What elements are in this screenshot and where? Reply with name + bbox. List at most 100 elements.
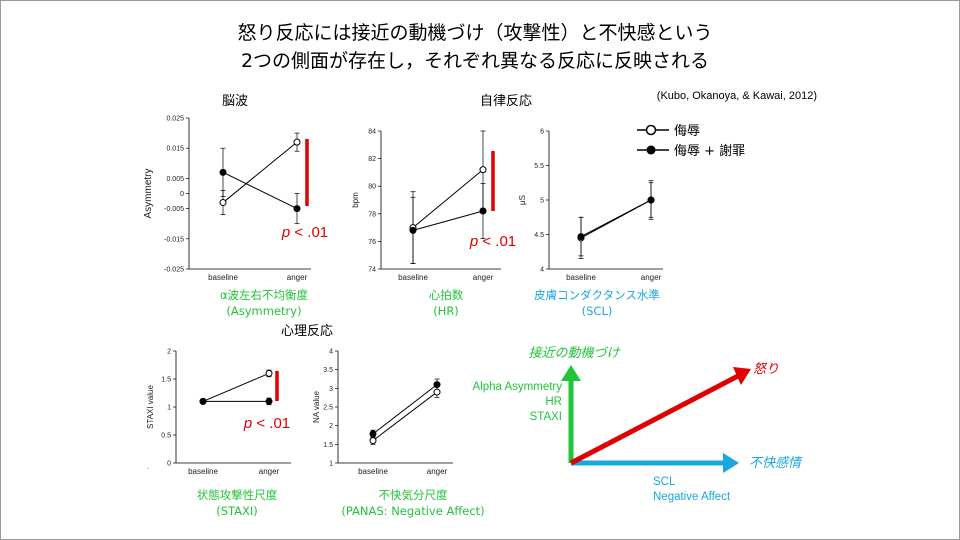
point-insult-apology <box>219 168 227 176</box>
title-line-1: 怒り反応には接近の動機づけ（攻撃性）と不快感という <box>237 22 712 44</box>
point-insult-apology <box>433 381 441 389</box>
legend-label-insult-apology: 侮辱 + 謝罪 <box>674 144 745 159</box>
y-tick-label: 74 <box>368 267 376 274</box>
section-psych: 心理反応 <box>281 324 333 339</box>
y-tick-label: 6 <box>540 129 544 136</box>
diagram-y-item-1: HR <box>545 396 562 408</box>
chart-caption: 心拍数 <box>429 288 464 302</box>
p-symbol: p <box>469 233 478 250</box>
x-tick-label: anger <box>287 273 308 282</box>
x-tick-label: baseline <box>566 273 596 282</box>
y-tick-label: 76 <box>368 239 376 246</box>
legend-marker-insult-apology <box>646 145 656 155</box>
section-brain: 脳波 <box>222 94 248 109</box>
diagram-y-label: 接近の動機づけ <box>528 346 620 361</box>
title-line-2: 2つの側面が存在し，それぞれ異なる反応に反映される <box>241 50 709 72</box>
y-tick-label: -0.005 <box>164 206 184 213</box>
chart-staxi: 2 1.5 1 0.5 0 baseline anger STAXI value p < .01… <box>146 349 291 518</box>
y-tick-label: 1 <box>329 461 333 468</box>
chart-caption: α波左右不均衡度 <box>220 288 309 302</box>
point-insult-apology <box>647 196 655 204</box>
stray-dot: . <box>147 464 149 471</box>
y-tick-label: 1.5 <box>323 442 333 449</box>
legend: 侮辱 侮辱 + 謝罪 <box>637 124 745 159</box>
chart-caption-sub: (SCL) <box>582 304 613 318</box>
y-tick-label: 0.005 <box>166 176 184 183</box>
y-tick-label: 0.5 <box>161 433 171 440</box>
y-axis-label: bpm <box>351 192 360 208</box>
point-insult-apology <box>265 397 273 405</box>
y-tick-label: 0 <box>180 191 184 198</box>
y-tick-label: 84 <box>368 129 376 136</box>
chart-caption-sub: (PANAS: Negative Affect) <box>341 504 484 518</box>
series-line <box>372 384 438 435</box>
p-value: p < .01 <box>469 233 516 250</box>
x-tick-label: anger <box>473 273 494 282</box>
y-tick-label: 2 <box>167 349 171 356</box>
diagram-x-label: 不快感情 <box>749 456 803 471</box>
diagram-diag-label: 怒り <box>753 362 779 377</box>
diagram-x-arrowhead <box>723 453 739 473</box>
y-tick-label: 4 <box>540 267 544 274</box>
diagram-diag-arrowhead <box>733 367 751 385</box>
legend-marker-insult <box>645 124 657 136</box>
y-tick-label: 4.5 <box>534 232 544 239</box>
y-tick-label: 0.025 <box>166 116 184 123</box>
y-tick-label: 78 <box>368 211 376 218</box>
series-line <box>202 372 270 402</box>
y-tick-label: 1.5 <box>161 377 171 384</box>
point-insult-apology <box>293 205 301 213</box>
point-insult <box>433 388 441 396</box>
diagram-y-arrowhead <box>561 365 581 381</box>
citation: (Kubo, Okanoya, & Kawai, 2012) <box>657 90 817 102</box>
chart-caption: 不快気分尺度 <box>379 488 448 502</box>
point-insult-apology <box>409 226 417 234</box>
x-tick-label: anger <box>427 467 448 476</box>
y-tick-label: 3.5 <box>323 367 333 374</box>
y-tick-label: 5.5 <box>534 163 544 170</box>
y-tick-label: 0.015 <box>166 146 184 153</box>
diagram-y-item-2: STAXI <box>530 411 562 423</box>
diagram-y-item-0: Alpha Asymmetry <box>473 381 563 393</box>
x-tick-label: anger <box>259 467 280 476</box>
p-threshold: < .01 <box>478 233 516 250</box>
chart-caption: 状態攻撃性尺度 <box>197 488 278 502</box>
x-tick-label: baseline <box>208 273 238 282</box>
y-tick-label: 2.5 <box>323 405 333 412</box>
legend-label-insult: 侮辱 <box>674 124 700 139</box>
diagram: 接近の動機づけ Alpha Asymmetry HR STAXI 不快感情 SC… <box>473 346 803 503</box>
y-tick-label: 0 <box>167 461 171 468</box>
series-line <box>412 169 484 228</box>
y-tick-label: -0.025 <box>164 267 184 274</box>
chart-caption: 皮膚コンダクタンス水準 <box>534 288 660 302</box>
chart-negative-affect: 4 3.5 3 2.5 2 1.5 1 baseline anger NA value 不快気分尺度… <box>312 349 485 519</box>
point-insult <box>479 166 487 174</box>
y-tick-label: -0.015 <box>164 236 184 243</box>
chart-caption-sub: (STAXI) <box>216 504 258 518</box>
series-line <box>580 199 652 238</box>
y-axis-label: Asymmetry <box>143 169 154 219</box>
y-axis-label: μS <box>518 195 527 205</box>
y-tick-label: 5 <box>540 198 544 205</box>
y-tick-label: 4 <box>329 349 333 356</box>
series-line <box>222 141 298 203</box>
point-insult-apology <box>369 430 377 438</box>
y-axis-label: STAXI value <box>146 385 155 429</box>
chart-caption-sub: (HR) <box>433 304 459 318</box>
point-insult-apology <box>577 233 585 241</box>
x-tick-label: baseline <box>358 467 388 476</box>
chart-scl: 6 5.5 5 4.5 4 baseline anger μS 皮膚コンダクタンス水準 (SCL) <box>518 129 663 318</box>
diagram-diag-arrow <box>569 373 740 466</box>
y-tick-label: 3 <box>329 386 333 393</box>
point-insult <box>369 437 377 445</box>
series-line <box>372 391 438 441</box>
point-insult <box>265 369 273 377</box>
point-insult <box>293 138 301 146</box>
series-line <box>222 171 298 210</box>
diagram-x-item-1: Negative Affect <box>653 491 731 503</box>
y-tick-label: 80 <box>368 184 376 191</box>
p-symbol: p <box>281 224 290 241</box>
p-symbol: p <box>243 415 252 432</box>
